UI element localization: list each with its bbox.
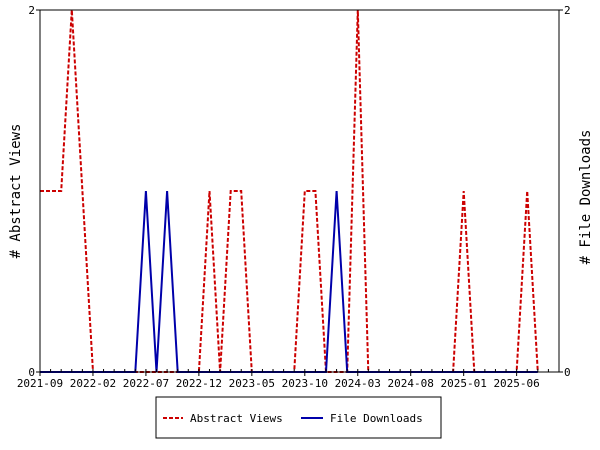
y-right-tick-label: 0 (564, 366, 571, 379)
legend-label-abstract-views: Abstract Views (190, 412, 283, 425)
y-left-tick-label: 2 (28, 4, 35, 17)
plot-frame (39, 9, 560, 373)
x-tick-label: 2022-02 (70, 377, 116, 390)
right-axis-title: # File Downloads (578, 130, 594, 265)
legend-label-file-downloads: File Downloads (330, 412, 423, 425)
x-tick-label: 2025-01 (440, 377, 486, 390)
x-tick-label: 2023-10 (282, 377, 328, 390)
left-axis-title: # Abstract Views (8, 124, 24, 259)
y-left-tick-label: 0 (28, 366, 35, 379)
y-right-tick-label: 2 (564, 4, 571, 17)
x-tick-label: 2024-08 (388, 377, 434, 390)
x-tick-label: 2022-07 (123, 377, 169, 390)
axis-layer: 2021-09 2022-02 2022-07 2022-12 2023-05 2023-… (17, 4, 571, 390)
x-tick-label: 2022-12 (176, 377, 222, 390)
x-tick-label: 2024-03 (335, 377, 381, 390)
x-tick-label: 2021-09 (17, 377, 63, 390)
legend-box (155, 396, 442, 439)
x-tick-label: 2025-06 (493, 377, 539, 390)
x-tick-label: 2023-05 (229, 377, 275, 390)
legend: Abstract Views File Downloads (155, 396, 442, 439)
